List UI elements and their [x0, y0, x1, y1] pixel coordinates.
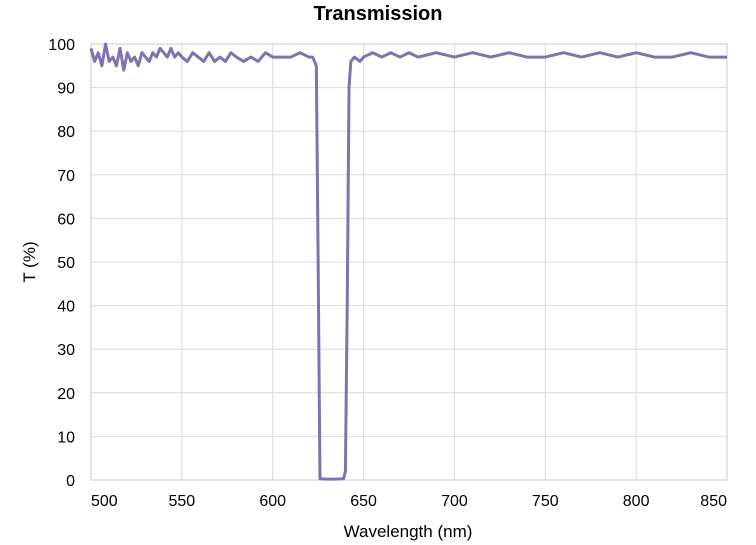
y-tick-label: 30	[57, 342, 75, 359]
y-tick-label: 70	[57, 168, 75, 185]
x-tick-label: 500	[91, 493, 118, 510]
transmission-series-line	[89, 42, 727, 481]
x-tick-label: 850	[700, 493, 727, 510]
y-tick-label: 60	[57, 211, 75, 228]
x-tick-label: 800	[623, 493, 650, 510]
x-tick-label: 650	[350, 493, 377, 510]
y-axis-label: T (%)	[20, 241, 39, 282]
x-tick-label: 700	[441, 493, 468, 510]
grid-lines	[90, 43, 728, 481]
y-tick-label: 80	[57, 124, 75, 141]
x-tick-label: 550	[169, 493, 196, 510]
y-tick-label: 0	[66, 473, 75, 490]
x-axis-label: Wavelength (nm)	[344, 522, 473, 541]
y-tick-label: 10	[57, 429, 75, 446]
y-axis-ticks: 0 10 20 30 40 50 60 70 80 90 100	[48, 37, 75, 490]
plot-frame	[90, 43, 728, 481]
y-tick-label: 90	[57, 81, 75, 98]
y-tick-label: 20	[57, 386, 75, 403]
y-tick-label: 100	[48, 37, 75, 54]
x-axis-ticks: 500 550 600 650 700 750 800 850	[91, 493, 727, 510]
y-tick-label: 40	[57, 299, 75, 316]
x-tick-label: 750	[532, 493, 559, 510]
x-tick-label: 600	[259, 493, 286, 510]
chart-title: Transmission	[314, 3, 443, 25]
y-tick-label: 50	[57, 255, 75, 272]
